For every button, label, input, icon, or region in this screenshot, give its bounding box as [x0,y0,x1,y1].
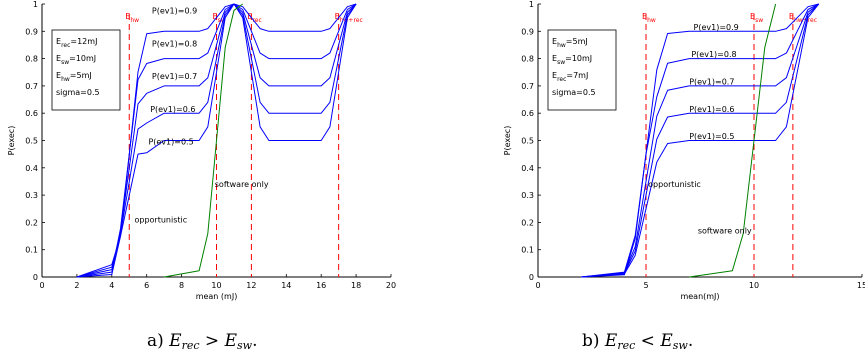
parameter-label: Esw=10mJ [56,54,96,66]
y-tick-label: 0.6 [25,109,38,118]
y-tick-label: 0.6 [521,109,534,118]
series-label: P(ev1)=0.8 [691,50,736,59]
x-tick-label: 18 [351,281,361,290]
parameter-box [547,29,617,111]
annotation-label: software only [215,180,269,189]
y-tick-label: 1 [529,0,534,9]
y-tick-label: 0.9 [521,27,534,36]
marker-label: Esw [213,12,226,24]
y-tick-label: 0.1 [521,246,534,255]
x-tick-label: 15 [857,281,865,290]
series-label: P(ev1)=0.6 [150,105,195,114]
chart-panel-b: 0 5 10 15 0 0.1 0.2 0.3 0.4 0.5 0.6 0.7 0.8 0.9 1 mean(… [503,0,865,352]
pev1-curve [76,3,357,278]
x-axis-label: mean (mJ) [196,292,238,301]
x-tick-label: 10 [749,281,759,290]
annotation-label: software only [698,226,752,235]
x-tick-label: 4 [109,281,114,290]
software-only-curve [164,3,243,278]
x-tick-label: 12 [246,281,256,290]
y-tick-label: 0.3 [521,191,534,200]
marker-label: Ehw+rec [335,12,363,24]
y-tick-label: 0 [33,273,38,282]
pev1-curve [76,3,357,278]
y-tick-label: 0.8 [521,55,534,64]
y-tick-label: 0.2 [25,218,38,227]
pev1-curve [581,3,820,278]
series-label: P(ev1)=0.8 [152,39,197,48]
parameter-label: Ehw=5mJ [56,71,92,83]
y-tick-label: 0.5 [25,137,38,146]
y-tick-label: 0 [529,273,534,282]
x-tick-label: 10 [211,281,221,290]
marker-label: Esw [750,12,763,24]
y-axis-label: P(exec) [503,126,512,156]
parameter-label: sigma=0.5 [552,88,596,97]
y-tick-label: 0.4 [521,164,534,173]
y-tick-label: 0.9 [25,27,38,36]
parameter-label: Erec=12mJ [56,37,97,49]
x-tick-label: 0 [39,281,44,290]
x-tick-label: 2 [74,281,79,290]
series-label: P(ev1)=0.7 [152,72,197,81]
x-tick-label: 6 [144,281,149,290]
marker-label: Ehw [125,12,139,24]
pev1-curve [76,3,357,278]
y-tick-label: 0.2 [521,218,534,227]
chart-panel-a: 0 2 4 6 8 10 12 14 16 18 20 0 0.1 0.2 0.3 0.4 0.5 0.6 0.7 0… [7,0,396,352]
parameter-label: sigma=0.5 [56,88,100,97]
series-label: P(ev1)=0.5 [689,132,734,141]
y-tick-label: 1 [33,0,38,9]
y-tick-label: 0.4 [25,164,38,173]
series-label: P(ev1)=0.5 [148,138,193,147]
pev1-curve [581,3,820,278]
series-label: P(ev1)=0.9 [694,23,739,32]
series-label: P(ev1)=0.6 [689,105,734,114]
series-label: P(ev1)=0.9 [152,7,197,16]
pev1-curve [76,3,357,278]
x-tick-label: 20 [386,281,396,290]
pev1-curve [581,3,820,278]
y-axis-label: P(exec) [7,126,16,156]
x-tick-label: 0 [535,281,540,290]
marker-label: Ehw [642,12,656,24]
x-tick-label: 14 [281,281,291,290]
parameter-label: Ehw=5mJ [552,37,588,49]
parameter-box [51,29,121,111]
x-tick-label: 16 [316,281,326,290]
x-axis-label: mean(mJ) [680,292,719,301]
pev1-curve [581,3,820,278]
y-tick-label: 0.1 [25,246,38,255]
y-tick-label: 0.7 [521,82,534,91]
figure-caption: a) Erec > Esw. [147,331,257,352]
y-tick-label: 0.5 [521,137,534,146]
software-only-curve [689,3,777,278]
figure-caption: b) Erec < Esw. [582,331,693,352]
pev1-curve [581,3,819,278]
annotation-label: opportunistic [648,180,701,189]
annotation-label: opportunistic [134,215,187,224]
x-tick-label: 5 [643,281,648,290]
x-tick-label: 8 [179,281,184,290]
parameter-label: Erec=7mJ [552,71,588,83]
y-tick-label: 0.8 [25,55,38,64]
y-tick-label: 0.3 [25,191,38,200]
y-tick-label: 0.7 [25,82,38,91]
series-label: P(ev1)=0.7 [689,78,734,87]
parameter-label: Esw=10mJ [552,54,592,66]
